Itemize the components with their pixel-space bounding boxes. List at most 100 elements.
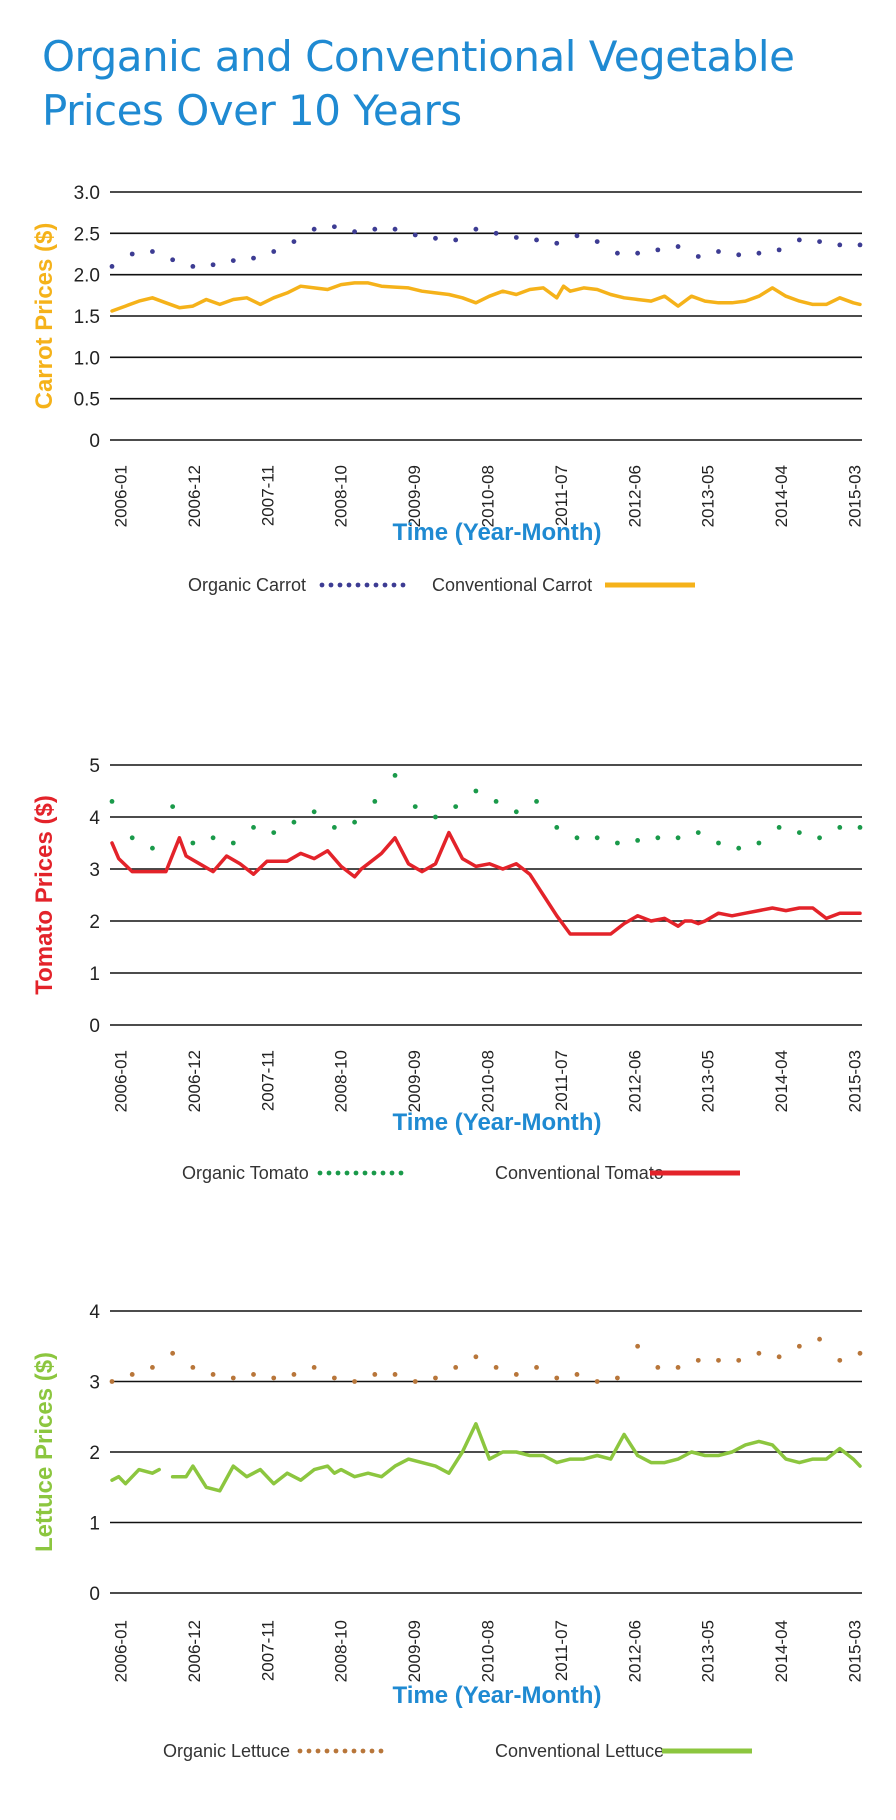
data-point — [372, 1372, 378, 1377]
data-point — [230, 258, 236, 264]
data-point — [412, 232, 418, 238]
series-segment — [170, 1422, 862, 1493]
data-point — [392, 226, 398, 232]
legend-label: Organic Tomato — [182, 1163, 309, 1183]
data-point — [857, 825, 863, 830]
y-tick-label: 2.5 — [74, 224, 100, 245]
y-tick-label: 1.5 — [74, 307, 100, 328]
data-point — [129, 1372, 135, 1377]
data-point — [675, 1365, 681, 1370]
data-point — [493, 1365, 499, 1370]
data-point — [210, 835, 216, 841]
data-point — [150, 845, 155, 851]
data-point — [675, 835, 681, 841]
x-tick-label: 2010-08 — [478, 1050, 497, 1112]
series-conventional-lettuce — [110, 1467, 161, 1486]
series-organic-carrot — [109, 224, 863, 269]
data-point — [837, 825, 843, 830]
data-point — [756, 1350, 762, 1356]
data-point — [453, 1365, 459, 1370]
legend-label: Organic Carrot — [188, 575, 306, 595]
data-point — [857, 242, 863, 248]
lettuce-price-chart: 4 3 2 1 0 2006-01 2006-12 2007-11 2008-10 2009-09… — [31, 1302, 864, 1761]
y-tick-label: 3.0 — [74, 183, 100, 204]
data-point — [493, 799, 499, 804]
data-point — [331, 1375, 337, 1381]
data-point — [675, 244, 681, 249]
data-point — [756, 250, 762, 256]
tomato-price-chart: 5 4 3 2 1 0 2006-01 2006-12 2007-11 2008-10 2009-0… — [31, 756, 864, 1183]
data-point — [251, 255, 256, 261]
x-tick-label: 2015-03 — [845, 465, 864, 527]
y-tick-label: 2.0 — [74, 266, 100, 287]
legend-swatch-dot — [355, 582, 361, 588]
page-title: Organic and Conventional Vegetable Price… — [42, 30, 862, 138]
data-point — [331, 224, 337, 230]
data-point — [230, 840, 236, 846]
data-point — [291, 819, 297, 825]
legend-swatch-dot — [371, 1170, 377, 1176]
data-point — [109, 264, 115, 269]
data-point — [513, 235, 519, 240]
legend-swatch-dot — [351, 1748, 357, 1754]
series-line — [110, 830, 862, 936]
data-point — [311, 809, 317, 815]
x-axis-label: Time (Year-Month) — [393, 1109, 602, 1136]
series-organic-tomato — [109, 773, 863, 851]
x-tick-label: 2008-10 — [332, 1620, 351, 1682]
data-point — [493, 230, 499, 236]
x-tick-label: 2014-04 — [772, 1620, 791, 1682]
data-point — [352, 1379, 357, 1384]
series-line — [110, 281, 862, 313]
data-point — [776, 1354, 782, 1360]
data-point — [554, 1375, 560, 1381]
data-point — [311, 1365, 317, 1370]
legend-swatch-dot — [400, 582, 406, 588]
data-point — [817, 1336, 822, 1342]
x-tick-label: 2006-12 — [185, 1050, 204, 1112]
x-tick-label: 2009-09 — [405, 1050, 424, 1112]
data-point — [433, 1375, 438, 1381]
data-point — [796, 1343, 802, 1349]
series-conventional-carrot — [110, 281, 862, 313]
y-tick-label: 0 — [89, 431, 100, 452]
carrot-price-chart: 3.0 2.5 2.0 1.5 1.0 0.5 0 2006-01 2006-12 2007-11… — [31, 183, 864, 595]
data-point — [331, 825, 337, 830]
data-point — [129, 835, 135, 841]
x-tick-label: 2006-01 — [111, 1050, 130, 1112]
data-point — [291, 1372, 297, 1377]
legend-label: Conventional Lettuce — [495, 1741, 664, 1761]
y-axis-label: Tomato Prices ($) — [31, 795, 58, 995]
x-tick-label: 2012-06 — [625, 465, 644, 527]
data-point — [615, 250, 620, 256]
data-point — [776, 825, 782, 830]
x-tick-label: 2007-11 — [258, 1050, 277, 1111]
data-point — [129, 251, 135, 257]
series-line — [110, 1467, 161, 1486]
legend-swatch-dot — [315, 1748, 321, 1754]
data-point — [554, 825, 560, 830]
x-tick-label: 2010-08 — [478, 1620, 497, 1682]
data-point — [271, 830, 277, 835]
data-point — [736, 1357, 742, 1363]
x-tick-label: 2006-01 — [111, 1620, 130, 1682]
legend-label: Organic Lettuce — [163, 1741, 290, 1761]
x-tick-label: 2006-12 — [185, 1620, 204, 1682]
data-point — [170, 804, 176, 809]
x-tick-label: 2013-05 — [699, 1620, 718, 1682]
data-point — [271, 249, 277, 254]
data-point — [190, 1365, 196, 1370]
data-point — [615, 1375, 620, 1381]
data-point — [433, 235, 438, 241]
x-tick-label: 2013-05 — [699, 1050, 718, 1112]
data-point — [291, 239, 297, 244]
x-tick-label: 2012-06 — [625, 1620, 644, 1682]
x-axis-label: Time (Year-Month) — [393, 1682, 602, 1709]
legend-swatch-dot — [380, 1170, 386, 1176]
data-point — [170, 257, 176, 263]
data-point — [796, 237, 802, 243]
legend-swatch-dot — [353, 1170, 359, 1176]
data-point — [150, 1365, 155, 1370]
data-point — [534, 1365, 539, 1370]
x-tick-label: 2010-08 — [478, 465, 497, 527]
